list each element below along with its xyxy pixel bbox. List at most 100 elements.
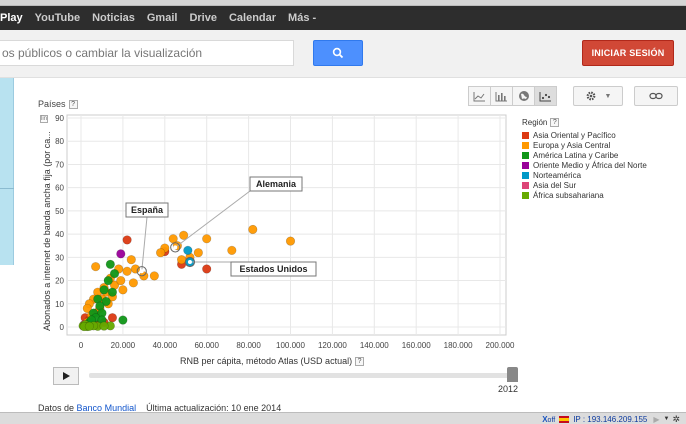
data-point [99,317,109,327]
scatter-chart-button[interactable] [534,86,557,106]
x-tick-label: 180.000 [444,341,473,350]
bar-chart-button[interactable] [490,86,513,106]
data-point [84,299,94,309]
gbar-link[interactable]: Calendar [228,12,277,24]
data-point [84,315,94,325]
search-input[interactable] [0,40,294,66]
annotation-box [125,202,169,218]
gbar-link[interactable]: Gmail [146,12,178,24]
data-point [118,285,128,295]
help-icon[interactable]: ? [68,100,78,110]
data-point [91,313,101,323]
gbar-link[interactable]: Drive [189,12,217,24]
link-icon [649,92,663,100]
y-axis-label[interactable]: Abonados a internet de banda ancha fija … [42,131,52,331]
data-point [285,236,296,246]
link-button[interactable] [634,86,678,106]
data-point [149,271,159,281]
search-button[interactable] [313,40,363,66]
data-point [126,255,136,265]
highlight-ring [136,266,147,277]
search-header: INICIAR SESIÓN [0,30,686,78]
legend-help-icon[interactable]: ? [550,118,560,128]
search-icon [332,47,344,59]
y-tick-label: 80 [55,137,64,146]
y-tick-label: 20 [55,277,64,286]
data-point [84,321,94,331]
legend-item[interactable]: Oriente Medio y África del Norte [522,160,682,170]
timeline-handle[interactable] [507,367,518,382]
data-point [116,249,126,259]
y-tick-label: 50 [55,207,64,216]
legend-swatch [522,131,529,139]
data-point [248,224,258,235]
arrow-icon: ▶ [653,414,660,424]
data-point [81,321,91,331]
signin-button[interactable]: INICIAR SESIÓN [582,40,674,66]
data-point [107,287,118,297]
legend-label: Norteamérica [533,170,582,180]
x-tick-label: 200.000 [486,341,515,350]
timeline-track[interactable] [89,373,513,378]
data-point [93,321,103,331]
legend-item[interactable]: África subsahariana [522,190,682,200]
dropdown-icon[interactable]: ▼ [663,416,670,422]
data-point [114,264,124,274]
y-axis-picker[interactable]: Países? [38,99,78,110]
legend-label: Asia Oriental y Pacífico [533,130,616,140]
data-point [105,273,115,283]
data-point [185,257,195,267]
region-legend[interactable]: Región? Asia Oriental y Pacífico Europa y… [522,118,682,200]
data-point [80,313,90,323]
data-point [116,275,126,286]
data-point [202,234,212,244]
y-tick-label: 70 [55,160,64,169]
legend-item[interactable]: América Latina y Caribe [522,150,682,160]
data-point [80,320,90,330]
data-point [82,320,92,330]
data-point [118,315,128,325]
x-tick-label: 40.000 [153,341,178,350]
line-chart-icon [473,91,485,101]
legend-swatch [522,181,529,189]
ip-address: IP : 193.146.209.155 [573,414,648,424]
google-bar: Play YouTube Noticias Gmail Drive Calendar Más… [0,6,686,30]
x-tick-label: 80.000 [236,341,261,350]
data-point [99,321,109,331]
chevron-down-icon: ▼ [604,92,612,100]
google-bar-links: Play YouTube Noticias Gmail Drive Calendar Más… [0,6,328,30]
legend-item[interactable]: Asia del Sur [522,180,682,190]
data-point [82,303,92,314]
gbar-link[interactable]: Noticias [92,12,135,24]
bug-icon[interactable]: ✲ [672,413,680,424]
source-link[interactable]: Banco Mundial [76,403,137,413]
gbar-link[interactable]: Más - [288,12,317,24]
legend-swatch [522,151,529,159]
legend-item[interactable]: Europa y Asia Central [522,140,682,150]
legend-swatch [522,171,529,179]
data-point [122,266,132,276]
legend-swatch [522,191,529,199]
line-chart-button[interactable] [468,86,491,106]
legend-item[interactable]: Norteamérica [522,170,682,180]
annotation-box [230,261,317,277]
map-button[interactable] [512,86,535,106]
spain-flag-icon [559,415,570,423]
legend-label: África subsahariana [533,190,604,200]
highlight-ring [184,256,196,268]
gbar-link[interactable]: Play [0,12,23,24]
y-tick-label: 60 [55,184,64,193]
settings-dropdown-button[interactable]: ▼ [573,86,623,106]
xoff-addon[interactable]: Xoff [542,414,556,424]
x-tick-label: 20.000 [111,341,136,350]
data-point [97,315,107,325]
gbar-link[interactable]: YouTube [34,12,81,24]
browser-status-bar: Xoff IP : 193.146.209.155 ▶ ▼ ✲ [0,412,686,424]
play-button[interactable] [53,367,79,385]
scale-toggle[interactable]: lin [40,115,48,123]
data-point [91,308,101,318]
x-axis-label[interactable]: RNB per cápita, método Atlas (USD actual… [180,356,365,367]
legend-item[interactable]: Asia Oriental y Pacífico [522,130,682,140]
x-help-icon[interactable]: ? [355,357,365,367]
y-tick-label: 90 [55,114,64,123]
